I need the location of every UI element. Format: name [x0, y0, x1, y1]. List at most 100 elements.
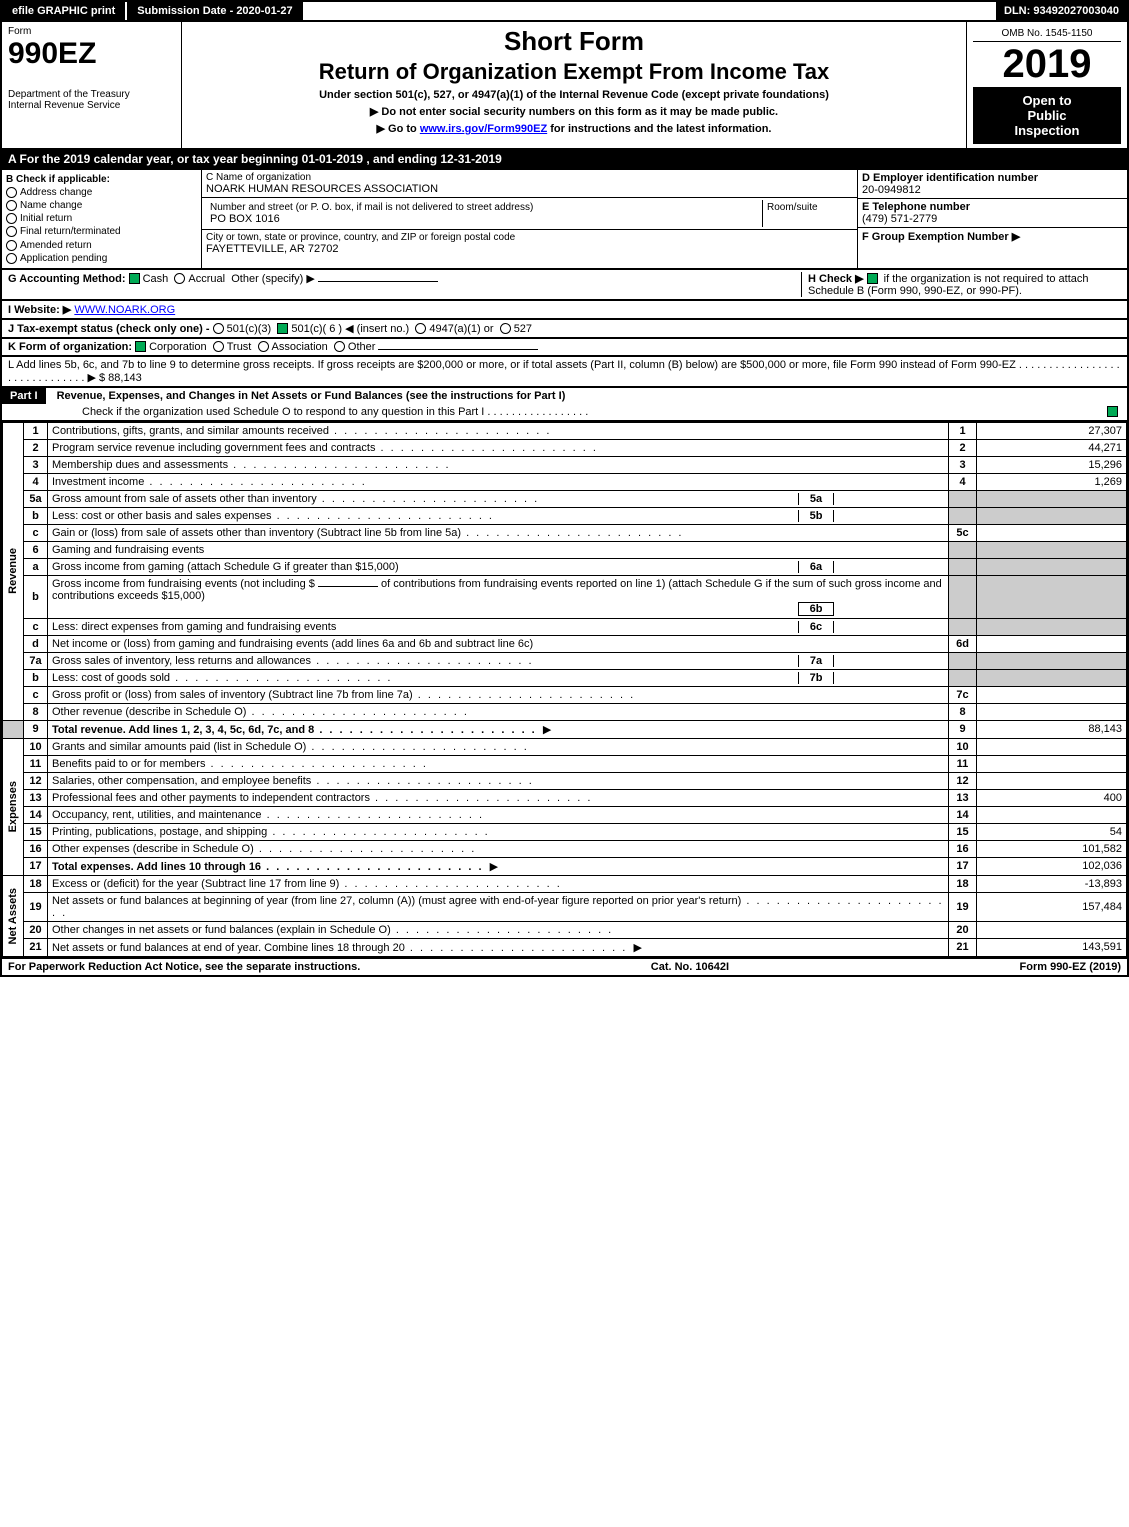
table-row: 11Benefits paid to or for members11 — [3, 755, 1127, 772]
check-amended-return[interactable]: Amended return — [6, 240, 197, 251]
line-text: Professional fees and other payments to … — [52, 792, 592, 804]
table-row: 5aGross amount from sale of assets other… — [3, 490, 1127, 507]
line-text: Benefits paid to or for members — [52, 758, 428, 770]
check-initial-return[interactable]: Initial return — [6, 213, 197, 224]
cash-label: Cash — [143, 273, 169, 285]
form-label: Form — [8, 26, 175, 37]
line-num: 18 — [24, 875, 48, 892]
website-link[interactable]: WWW.NOARK.ORG — [74, 304, 175, 316]
check-accrual[interactable] — [174, 273, 185, 284]
line-value: 143,591 — [977, 938, 1127, 956]
check-corporation[interactable] — [135, 341, 146, 352]
check-schedule-b[interactable] — [867, 273, 878, 284]
line-text: Investment income — [52, 476, 367, 488]
line-ref: 2 — [949, 439, 977, 456]
org-name-label: C Name of organization — [206, 172, 853, 183]
line-text: Gross amount from sale of assets other t… — [52, 493, 798, 505]
efile-button[interactable]: efile GRAPHIC print — [2, 2, 127, 20]
b-title: B Check if applicable: — [6, 174, 197, 185]
check-name-change[interactable]: Name change — [6, 200, 197, 211]
line-value: -13,893 — [977, 875, 1127, 892]
line-num: c — [24, 618, 48, 635]
goto-prefix: ▶ Go to — [377, 123, 420, 135]
g-accounting: G Accounting Method: Cash Accrual Other … — [8, 272, 801, 297]
line-value: 15,296 — [977, 456, 1127, 473]
table-row: cLess: direct expenses from gaming and f… — [3, 618, 1127, 635]
net-assets-side-label: Net Assets — [7, 888, 19, 944]
table-row: 17Total expenses. Add lines 10 through 1… — [3, 857, 1127, 875]
row-l: L Add lines 5b, 6c, and 7b to line 9 to … — [0, 357, 1129, 388]
other-specify-label: Other (specify) ▶ — [231, 273, 315, 285]
form-header: Form 990EZ Department of the Treasury In… — [0, 22, 1129, 150]
irs-link[interactable]: www.irs.gov/Form990EZ — [420, 123, 547, 135]
line-ref: 14 — [949, 806, 977, 823]
line-ref: 19 — [949, 892, 977, 921]
table-row: 14 Occupancy, rent, utilities, and mainte… — [3, 806, 1127, 823]
line-ref: 18 — [949, 875, 977, 892]
line-text: Less: cost or other basis and sales expe… — [52, 510, 798, 522]
line-text: Gaming and fundraising events — [48, 541, 949, 558]
topbar: efile GRAPHIC print Submission Date - 20… — [0, 0, 1129, 22]
line-num: 16 — [24, 840, 48, 857]
footer-left: For Paperwork Reduction Act Notice, see … — [8, 961, 360, 973]
submission-date-button[interactable]: Submission Date - 2020-01-27 — [127, 2, 304, 20]
check-cash[interactable] — [129, 273, 140, 284]
check-other-org[interactable] — [334, 341, 345, 352]
goto-suffix: for instructions and the latest informat… — [550, 123, 771, 135]
i-label: I Website: ▶ — [8, 304, 71, 316]
table-row: Net Assets 18Excess or (deficit) for the… — [3, 875, 1127, 892]
line-value: 54 — [977, 823, 1127, 840]
section-bcd: B Check if applicable: Address change Na… — [0, 170, 1129, 270]
sub-box: 5b — [798, 510, 834, 522]
j-label: J Tax-exempt status (check only one) - — [8, 323, 210, 335]
line-text: Printing, publications, postage, and shi… — [52, 826, 490, 838]
revenue-side-label: Revenue — [7, 548, 19, 594]
street-value: PO BOX 1016 — [210, 213, 758, 225]
check-schedule-o[interactable] — [1107, 406, 1118, 417]
line-text: Other expenses (describe in Schedule O) — [52, 843, 476, 855]
h-check: H Check ▶ if the organization is not req… — [801, 272, 1121, 297]
line-num: 21 — [24, 938, 48, 956]
line-ref: 1 — [949, 422, 977, 439]
line-text: Membership dues and assessments — [52, 459, 451, 471]
table-row: 8Other revenue (describe in Schedule O)8 — [3, 703, 1127, 720]
part1-label: Part I — [2, 388, 46, 404]
line-text: Other revenue (describe in Schedule O) — [52, 706, 469, 718]
check-association[interactable] — [258, 341, 269, 352]
section-b: B Check if applicable: Address change Na… — [2, 170, 202, 268]
line-text: Total revenue. Add lines 1, 2, 3, 4, 5c,… — [52, 724, 537, 736]
check-501c[interactable] — [277, 323, 288, 334]
line-text: Gain or (loss) from sale of assets other… — [52, 527, 684, 539]
527-label: 527 — [514, 323, 532, 335]
line-ref: 17 — [949, 857, 977, 875]
check-final-return[interactable]: Final return/terminated — [6, 226, 197, 237]
goto-line: ▶ Go to www.irs.gov/Form990EZ for instru… — [188, 122, 960, 135]
check-trust[interactable] — [213, 341, 224, 352]
line-value: 1,269 — [977, 473, 1127, 490]
header-center: Short Form Return of Organization Exempt… — [182, 22, 967, 148]
g-label: G Accounting Method: — [8, 273, 126, 285]
check-501c3[interactable] — [213, 323, 224, 334]
table-row: 15Printing, publications, postage, and s… — [3, 823, 1127, 840]
line-text: Less: cost of goods sold — [52, 672, 798, 684]
line-value: 88,143 — [977, 720, 1127, 738]
financial-table: Revenue 1Contributions, gifts, grants, a… — [2, 422, 1127, 957]
line-ref: 10 — [949, 738, 977, 755]
open-line-2: Public — [977, 108, 1117, 123]
omb-number: OMB No. 1545-1150 — [973, 26, 1121, 42]
line-text: Occupancy, rent, utilities, and maintena… — [52, 809, 484, 821]
financial-table-wrapper: Revenue 1Contributions, gifts, grants, a… — [0, 422, 1129, 959]
4947-label: 4947(a)(1) or — [429, 323, 493, 335]
check-application-pending[interactable]: Application pending — [6, 253, 197, 264]
irs-label: Internal Revenue Service — [8, 100, 175, 111]
telephone-block: E Telephone number (479) 571-2779 — [858, 199, 1127, 228]
line-num: c — [24, 524, 48, 541]
tax-year-big: 2019 — [973, 42, 1121, 87]
line-ref: 21 — [949, 938, 977, 956]
table-row: Expenses 10Grants and similar amounts pa… — [3, 738, 1127, 755]
row-j: J Tax-exempt status (check only one) - 5… — [0, 320, 1129, 339]
check-527[interactable] — [500, 323, 511, 334]
check-address-change[interactable]: Address change — [6, 187, 197, 198]
check-4947[interactable] — [415, 323, 426, 334]
row-k: K Form of organization: Corporation Trus… — [0, 339, 1129, 357]
